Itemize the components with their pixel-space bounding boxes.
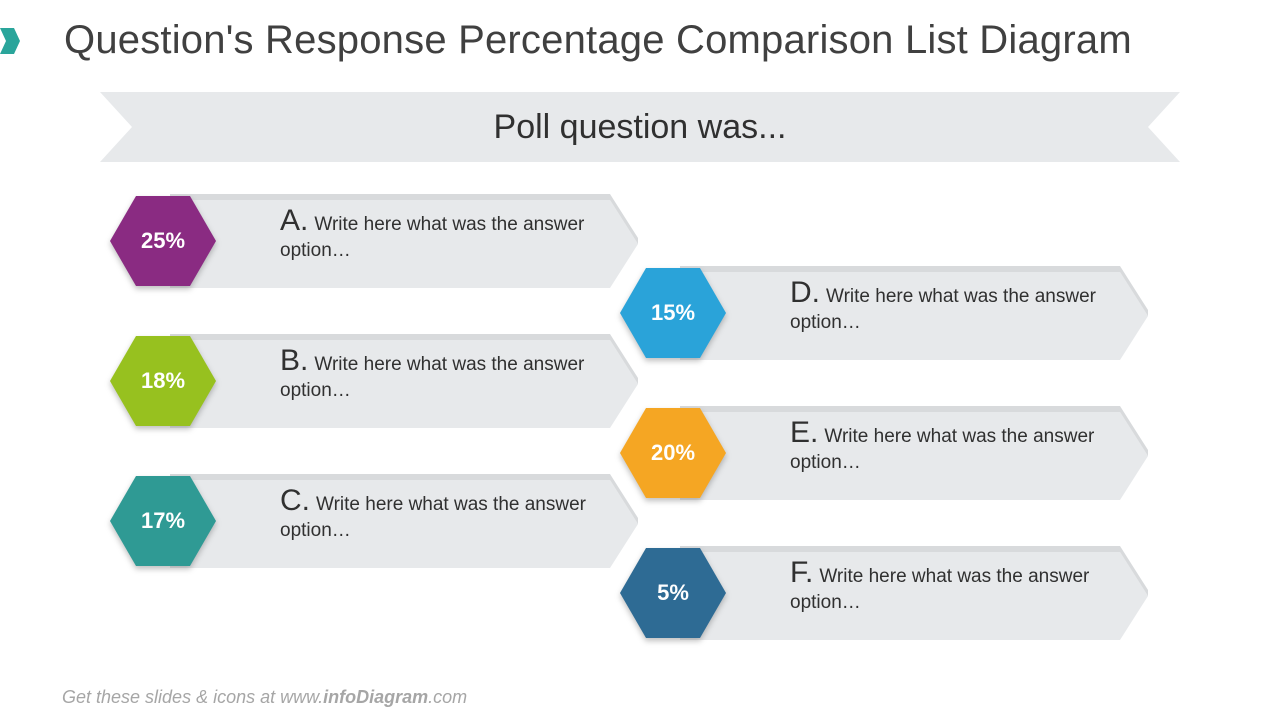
option-letter: F.	[790, 556, 813, 589]
hexagon-badge: 20%	[620, 408, 726, 498]
option-letter: D.	[790, 276, 820, 309]
option-description: Write here what was the answer option…	[280, 354, 584, 401]
percentage-label: 15%	[620, 268, 726, 358]
option-description: Write here what was the answer option…	[790, 286, 1096, 333]
option-text: C.Write here what was the answer option…	[280, 484, 610, 544]
option-row: 17% C.Write here what was the answer opti…	[110, 466, 650, 576]
option-row: 5% F.Write here what was the answer optio…	[620, 538, 1160, 648]
option-description: Write here what was the answer option…	[790, 566, 1089, 613]
hexagon-badge: 25%	[110, 196, 216, 286]
hexagon-badge: 17%	[110, 476, 216, 566]
ribbon-text: Poll question was...	[494, 108, 787, 147]
footer-prefix: Get these slides & icons at www.	[62, 687, 323, 707]
option-description: Write here what was the answer option…	[280, 214, 584, 261]
option-letter: B.	[280, 344, 308, 377]
option-description: Write here what was the answer option…	[280, 494, 586, 541]
option-text: B.Write here what was the answer option…	[280, 344, 610, 404]
option-row: 25% A.Write here what was the answer opti…	[110, 186, 650, 296]
title-accent-icon	[0, 28, 20, 54]
left-column: 25%A.Write here what was the answer opti…	[110, 186, 650, 606]
option-text: F.Write here what was the answer option…	[790, 556, 1120, 616]
title-area: Question's Response Percentage Compariso…	[64, 18, 1240, 63]
option-text: A.Write here what was the answer option…	[280, 204, 610, 264]
percentage-label: 5%	[620, 548, 726, 638]
option-text: E.Write here what was the answer option…	[790, 416, 1120, 476]
option-letter: C.	[280, 484, 310, 517]
option-row: 20% E.Write here what was the answer opti…	[620, 398, 1160, 508]
percentage-label: 20%	[620, 408, 726, 498]
page-title: Question's Response Percentage Compariso…	[64, 18, 1240, 63]
option-text: D.Write here what was the answer option…	[790, 276, 1120, 336]
right-column: 15%D.Write here what was the answer opti…	[620, 258, 1160, 678]
footer-credit: Get these slides & icons at www.infoDiag…	[62, 687, 467, 708]
option-letter: E.	[790, 416, 818, 449]
footer-suffix: .com	[428, 687, 467, 707]
options-grid: 25%A.Write here what was the answer opti…	[0, 186, 1280, 666]
hexagon-badge: 15%	[620, 268, 726, 358]
option-letter: A.	[280, 204, 308, 237]
footer-brand: infoDiagram	[323, 687, 428, 707]
option-description: Write here what was the answer option…	[790, 426, 1094, 473]
percentage-label: 25%	[110, 196, 216, 286]
ribbon-banner: Poll question was...	[100, 92, 1180, 162]
option-row: 15% D.Write here what was the answer opti…	[620, 258, 1160, 368]
percentage-label: 17%	[110, 476, 216, 566]
option-row: 18% B.Write here what was the answer opti…	[110, 326, 650, 436]
percentage-label: 18%	[110, 336, 216, 426]
hexagon-badge: 18%	[110, 336, 216, 426]
hexagon-badge: 5%	[620, 548, 726, 638]
